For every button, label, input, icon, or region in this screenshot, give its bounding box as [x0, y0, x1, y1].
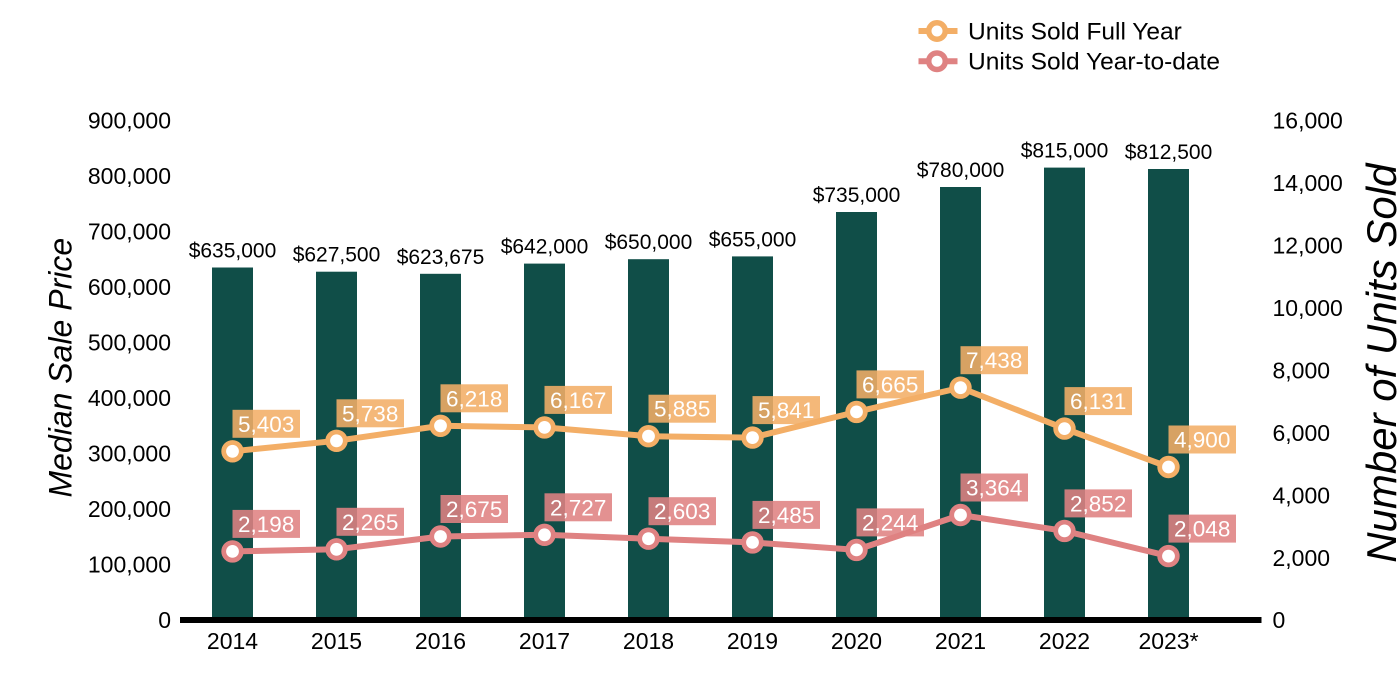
svg-text:400,000: 400,000 — [88, 385, 171, 411]
svg-text:200,000: 200,000 — [88, 496, 171, 522]
svg-text:6,665: 6,665 — [862, 372, 918, 397]
svg-text:2,727: 2,727 — [550, 495, 606, 520]
svg-text:4,900: 4,900 — [1174, 428, 1230, 453]
svg-text:2,485: 2,485 — [758, 503, 814, 528]
svg-text:7,438: 7,438 — [966, 348, 1022, 373]
svg-text:2,852: 2,852 — [1070, 491, 1126, 516]
svg-text:6,218: 6,218 — [446, 386, 502, 411]
svg-text:2,000: 2,000 — [1273, 545, 1331, 571]
svg-text:2014: 2014 — [207, 628, 258, 654]
svg-text:2,048: 2,048 — [1174, 517, 1230, 542]
svg-text:2020: 2020 — [831, 628, 882, 654]
svg-text:2,675: 2,675 — [446, 497, 502, 522]
svg-text:12,000: 12,000 — [1273, 233, 1343, 259]
svg-text:Median Sale Price: Median Sale Price — [43, 238, 79, 498]
svg-text:$642,000: $642,000 — [501, 236, 589, 259]
svg-text:6,167: 6,167 — [550, 388, 606, 413]
svg-text:Number of Units Sold: Number of Units Sold — [1358, 162, 1400, 563]
svg-text:2017: 2017 — [519, 628, 570, 654]
svg-text:5,403: 5,403 — [238, 412, 294, 437]
svg-text:$623,675: $623,675 — [397, 246, 485, 269]
svg-text:2016: 2016 — [415, 628, 466, 654]
svg-text:Units Sold Year-to-date: Units Sold Year-to-date — [968, 49, 1220, 76]
svg-text:$627,500: $627,500 — [293, 244, 381, 267]
svg-text:800,000: 800,000 — [88, 163, 171, 189]
svg-text:Units Sold Full Year: Units Sold Full Year — [968, 19, 1182, 46]
svg-text:6,131: 6,131 — [1070, 389, 1126, 414]
svg-text:0: 0 — [158, 607, 171, 633]
svg-text:$735,000: $735,000 — [813, 184, 901, 207]
svg-text:2,265: 2,265 — [342, 510, 398, 535]
svg-text:500,000: 500,000 — [88, 330, 171, 356]
svg-text:300,000: 300,000 — [88, 441, 171, 467]
svg-text:5,841: 5,841 — [758, 398, 814, 423]
svg-text:600,000: 600,000 — [88, 274, 171, 300]
svg-text:2015: 2015 — [311, 628, 362, 654]
svg-text:14,000: 14,000 — [1273, 170, 1343, 196]
svg-text:100,000: 100,000 — [88, 552, 171, 578]
svg-text:2019: 2019 — [727, 628, 778, 654]
svg-text:0: 0 — [1273, 607, 1286, 633]
svg-text:700,000: 700,000 — [88, 219, 171, 245]
svg-text:2022: 2022 — [1039, 628, 1090, 654]
svg-text:10,000: 10,000 — [1273, 295, 1343, 321]
svg-text:8,000: 8,000 — [1273, 357, 1331, 383]
svg-text:$815,000: $815,000 — [1021, 140, 1109, 163]
svg-text:6,000: 6,000 — [1273, 420, 1331, 446]
svg-text:$655,000: $655,000 — [709, 228, 797, 251]
svg-text:5,885: 5,885 — [654, 397, 710, 422]
svg-text:$635,000: $635,000 — [189, 240, 277, 263]
svg-text:2023*: 2023* — [1138, 628, 1198, 654]
svg-text:4,000: 4,000 — [1273, 482, 1331, 508]
svg-text:$650,000: $650,000 — [605, 231, 693, 254]
svg-text:2,603: 2,603 — [654, 499, 710, 524]
svg-text:3,364: 3,364 — [966, 476, 1022, 501]
svg-text:5,738: 5,738 — [342, 401, 398, 426]
svg-text:2,198: 2,198 — [238, 512, 294, 537]
svg-text:2021: 2021 — [935, 628, 986, 654]
svg-text:$780,000: $780,000 — [917, 159, 1005, 182]
svg-text:900,000: 900,000 — [88, 108, 171, 134]
svg-text:2018: 2018 — [623, 628, 674, 654]
svg-text:16,000: 16,000 — [1273, 108, 1343, 134]
svg-text:2,244: 2,244 — [862, 510, 918, 535]
svg-text:$812,500: $812,500 — [1125, 141, 1213, 164]
